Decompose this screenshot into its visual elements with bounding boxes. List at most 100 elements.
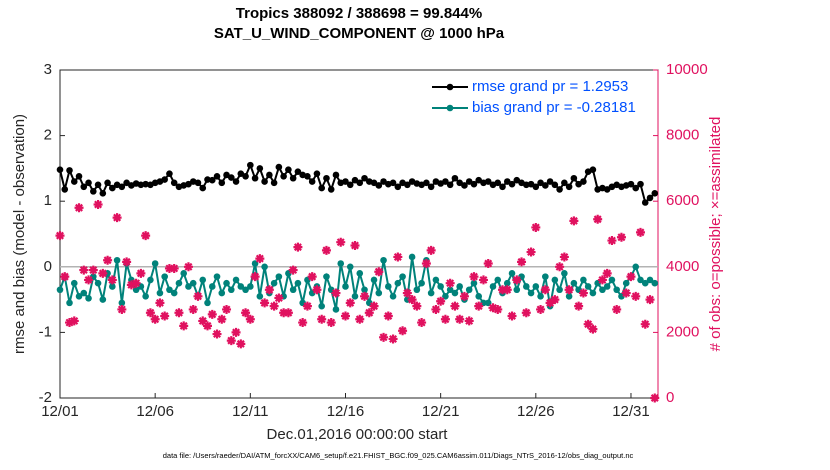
point — [170, 179, 178, 187]
point — [489, 283, 497, 290]
point — [342, 283, 349, 290]
obs-marker — [302, 301, 312, 311]
obs-marker — [160, 311, 170, 321]
point — [446, 286, 454, 294]
point — [66, 299, 73, 307]
obs-marker — [283, 308, 293, 318]
point — [394, 183, 402, 191]
y2-tick-label: 4000 — [666, 258, 699, 275]
point — [608, 276, 616, 284]
point — [451, 289, 459, 297]
obs-marker — [60, 272, 70, 282]
obs-marker — [393, 252, 403, 262]
point — [318, 302, 325, 310]
obs-marker — [79, 265, 89, 275]
point — [289, 286, 297, 294]
point — [304, 172, 311, 180]
obs-marker — [122, 257, 132, 267]
point — [475, 293, 483, 300]
point — [232, 178, 240, 185]
obs-marker — [84, 275, 94, 285]
point — [270, 179, 278, 187]
point — [437, 283, 444, 290]
point — [294, 168, 302, 175]
point — [613, 286, 620, 294]
x-tick-label: 12/26 — [517, 403, 555, 420]
point — [532, 283, 540, 290]
obs-marker — [188, 304, 198, 314]
obs-marker — [379, 332, 389, 342]
point — [651, 190, 659, 197]
point — [275, 273, 283, 280]
obs-marker — [474, 301, 484, 311]
obs-marker — [74, 203, 84, 213]
point — [551, 276, 559, 284]
obs-marker — [583, 319, 593, 329]
y2-axis-label: # of obs: o=possible; ×=assimilated — [707, 117, 724, 352]
obs-marker — [145, 308, 155, 318]
obs-marker — [245, 314, 255, 324]
point — [332, 171, 340, 179]
point — [218, 289, 226, 297]
point — [161, 176, 168, 183]
point — [542, 182, 549, 189]
point — [80, 289, 88, 297]
obs-marker — [464, 316, 474, 326]
point — [109, 283, 116, 290]
point — [603, 283, 611, 290]
point — [170, 289, 178, 297]
point — [542, 273, 549, 280]
point — [361, 174, 368, 182]
x-tick-label: 12/31 — [612, 403, 650, 420]
point — [599, 286, 606, 294]
point — [199, 276, 207, 284]
x-tick-label: 12/01 — [41, 403, 79, 420]
obs-marker — [364, 308, 374, 318]
point — [213, 273, 221, 280]
point — [80, 183, 88, 191]
obs-marker — [126, 280, 136, 290]
obs-marker — [340, 311, 350, 321]
point — [370, 276, 378, 284]
point — [227, 174, 235, 181]
obs-marker — [107, 275, 117, 285]
obs-marker — [626, 272, 636, 282]
obs-marker — [645, 295, 655, 305]
point — [637, 276, 644, 284]
point — [327, 186, 335, 193]
point — [208, 283, 216, 290]
obs-marker — [421, 259, 431, 269]
obs-marker — [112, 213, 122, 223]
point — [99, 190, 107, 197]
obs-marker — [141, 231, 151, 241]
obs-marker — [450, 301, 460, 311]
point — [342, 178, 349, 185]
point — [622, 279, 630, 287]
obs-marker — [307, 272, 317, 282]
obs-marker — [98, 268, 108, 278]
point — [251, 174, 259, 182]
obs-marker — [407, 295, 417, 305]
obs-marker — [164, 263, 174, 273]
point — [427, 289, 435, 297]
point — [180, 270, 188, 277]
obs-marker — [321, 245, 331, 255]
point — [432, 276, 440, 284]
y-tick-label: -1 — [39, 323, 52, 340]
point — [513, 286, 521, 294]
plot-area — [59, 69, 659, 399]
obs-marker — [398, 326, 408, 336]
point — [570, 174, 578, 182]
point — [318, 184, 325, 192]
point — [570, 279, 578, 287]
point — [332, 306, 340, 313]
point — [247, 283, 254, 290]
obs-marker — [350, 240, 360, 250]
point — [389, 179, 397, 187]
point — [256, 293, 264, 300]
point — [584, 283, 592, 290]
obs-marker — [88, 265, 98, 275]
obs-marker — [336, 237, 346, 247]
obs-marker — [469, 272, 479, 282]
x-tick-label: 12/11 — [232, 403, 268, 420]
